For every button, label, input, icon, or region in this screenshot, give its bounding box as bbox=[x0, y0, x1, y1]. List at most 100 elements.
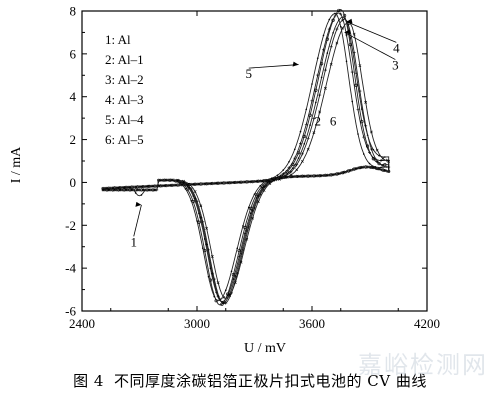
marker bbox=[205, 226, 208, 230]
marker bbox=[285, 170, 289, 174]
marker bbox=[329, 45, 333, 49]
marker bbox=[251, 208, 255, 212]
marker bbox=[105, 186, 109, 190]
marker bbox=[193, 190, 197, 194]
y-tick-label: -2 bbox=[65, 218, 76, 233]
marker bbox=[237, 249, 241, 253]
marker bbox=[222, 301, 226, 305]
marker bbox=[371, 166, 375, 170]
marker bbox=[128, 185, 132, 189]
marker bbox=[283, 174, 287, 178]
marker bbox=[324, 86, 327, 90]
marker bbox=[329, 62, 333, 66]
marker bbox=[368, 162, 371, 165]
annotation-arrowhead-3 bbox=[344, 29, 351, 35]
legend-entry-3: 3: Al–2 bbox=[105, 72, 144, 87]
marker bbox=[245, 237, 249, 241]
marker bbox=[260, 179, 264, 183]
marker bbox=[316, 57, 319, 59]
marker bbox=[256, 194, 260, 198]
marker bbox=[375, 159, 379, 163]
marker bbox=[308, 174, 312, 178]
marker bbox=[236, 247, 239, 250]
marker bbox=[233, 274, 237, 278]
marker bbox=[331, 18, 335, 22]
marker bbox=[224, 301, 228, 305]
x-tick-label: 3000 bbox=[184, 316, 210, 331]
annotation-label-5: 5 bbox=[246, 66, 253, 81]
marker bbox=[297, 174, 301, 178]
marker bbox=[214, 181, 218, 185]
marker bbox=[291, 162, 295, 167]
marker bbox=[262, 185, 266, 189]
y-tick-label: -4 bbox=[65, 261, 76, 276]
marker bbox=[224, 289, 227, 291]
marker bbox=[352, 32, 356, 36]
marker bbox=[265, 179, 267, 181]
marker bbox=[312, 131, 316, 135]
marker bbox=[380, 166, 382, 169]
y-tick-label: 6 bbox=[70, 46, 77, 61]
marker bbox=[141, 188, 145, 192]
marker bbox=[203, 182, 207, 186]
marker bbox=[270, 177, 273, 180]
marker bbox=[276, 174, 279, 176]
marker bbox=[377, 167, 381, 171]
marker bbox=[254, 179, 258, 183]
marker bbox=[348, 43, 352, 47]
marker bbox=[297, 157, 300, 159]
marker bbox=[216, 294, 220, 298]
cv-series-5-markers bbox=[104, 12, 388, 301]
marker bbox=[247, 206, 250, 209]
y-tick-label: 2 bbox=[70, 132, 77, 147]
marker bbox=[365, 144, 370, 148]
marker bbox=[360, 165, 364, 169]
marker bbox=[262, 189, 266, 192]
marker bbox=[151, 184, 155, 188]
marker bbox=[308, 113, 312, 117]
marker bbox=[348, 168, 352, 172]
annotation-label-4: 4 bbox=[393, 40, 400, 55]
marker bbox=[249, 212, 252, 214]
marker bbox=[191, 182, 195, 186]
marker bbox=[334, 12, 336, 15]
marker bbox=[210, 272, 214, 276]
marker bbox=[358, 64, 362, 68]
marker bbox=[182, 181, 186, 185]
marker bbox=[187, 186, 191, 190]
marker bbox=[346, 23, 350, 27]
marker bbox=[292, 167, 294, 169]
legend-entry-6: 6: Al–5 bbox=[105, 132, 144, 147]
marker bbox=[383, 163, 387, 167]
marker bbox=[116, 186, 120, 190]
marker bbox=[164, 178, 168, 182]
marker bbox=[168, 183, 172, 187]
marker bbox=[355, 72, 357, 75]
marker bbox=[357, 133, 359, 135]
marker bbox=[243, 225, 247, 230]
marker bbox=[301, 159, 304, 163]
marker bbox=[226, 292, 230, 296]
marker bbox=[134, 185, 138, 189]
annotation-arrowhead-1 bbox=[135, 201, 142, 207]
marker bbox=[309, 124, 311, 126]
marker bbox=[266, 179, 270, 183]
marker bbox=[282, 169, 285, 171]
marker bbox=[239, 251, 243, 255]
cv-series-3 bbox=[103, 21, 390, 299]
marker bbox=[305, 108, 308, 111]
marker bbox=[387, 159, 391, 163]
marker bbox=[170, 178, 174, 182]
marker bbox=[318, 93, 322, 97]
y-tick-label: -6 bbox=[65, 304, 76, 319]
y-tick-label: 4 bbox=[70, 89, 77, 104]
marker bbox=[339, 25, 342, 28]
marker bbox=[130, 188, 134, 192]
marker bbox=[178, 182, 181, 184]
annotation-label-1: 1 bbox=[131, 234, 138, 249]
marker bbox=[196, 220, 198, 222]
marker bbox=[300, 152, 304, 156]
marker bbox=[279, 176, 283, 180]
marker bbox=[302, 134, 306, 139]
annotation-leader-3 bbox=[344, 32, 396, 60]
